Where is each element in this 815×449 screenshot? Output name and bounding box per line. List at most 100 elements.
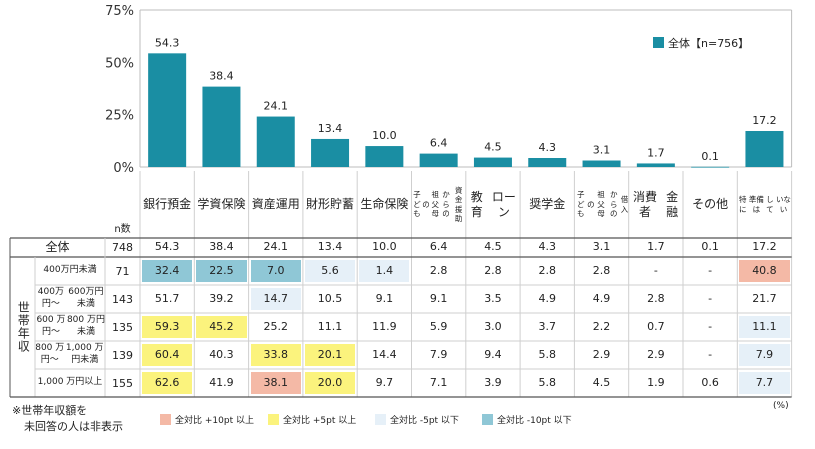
total-row-cell: 3.1 (592, 240, 611, 254)
bar-value-label: 54.3 (155, 36, 180, 49)
total-row-cell: 1.7 (647, 240, 665, 254)
table-cell: 4.9 (538, 291, 556, 305)
total-row-cell: 4.5 (484, 240, 502, 254)
table-cell: 5.8 (538, 375, 556, 389)
total-row-n: 748 (112, 241, 133, 254)
highlight-legend-swatch (268, 414, 279, 425)
total-row-cell: 0.1 (701, 240, 719, 254)
bar (148, 53, 187, 167)
column-header-line: その他 (692, 197, 729, 211)
bar (636, 163, 675, 167)
highlight-cell (142, 372, 193, 394)
table-cell: 22.5 (209, 263, 234, 277)
table-cell: - (653, 263, 658, 277)
table-cell: 2.2 (592, 319, 611, 333)
highlight-cell (739, 260, 790, 282)
column-header: 子どもの祖父母 からの 資金援助 (412, 171, 466, 238)
footnote-line: ※世帯年収額を (12, 404, 88, 417)
bar (473, 157, 512, 167)
column-header-line: 子ども (413, 190, 421, 219)
total-row-cell: 10.0 (372, 240, 397, 254)
highlight-legend-label: 全対比 +10pt 以上 (175, 416, 254, 426)
bar-value-label: 17.2 (752, 114, 777, 127)
highlight-cell (250, 372, 301, 394)
column-header-line: 運用 (275, 197, 300, 211)
column-header-line: 教育 (470, 189, 483, 219)
bar-value-label: 4.5 (484, 141, 502, 154)
table-cell: 20.1 (317, 347, 343, 361)
y-tick-label: 25% (105, 109, 134, 124)
table-cell: - (708, 347, 713, 361)
column-header-line: 消費者 (632, 189, 657, 219)
table-cell: 39.2 (209, 291, 234, 305)
table-cell: 9.4 (484, 347, 502, 361)
table-cell: 2.9 (592, 347, 611, 361)
footnote-line: 未回答の人は非表示 (24, 420, 123, 433)
row-label-line: 800 万円未満 (66, 315, 105, 337)
column-header-line: 貯蓄 (330, 197, 355, 211)
table-cell: 10.5 (317, 291, 343, 305)
column-header-line: 生命 (360, 197, 385, 211)
highlight-cell (250, 260, 301, 282)
total-row-label: 全体 (45, 239, 70, 254)
column-header-line: 資産 (251, 197, 276, 211)
column-header-line: 子ども (577, 190, 585, 219)
table-cell: 21.7 (752, 291, 777, 305)
highlight-cell (739, 316, 790, 338)
row-label: 800 万円～ 1,000 万円未満 (35, 341, 105, 369)
bar (528, 157, 567, 167)
table-cell: 0.7 (647, 319, 665, 333)
column-header-line: 資金援助 (454, 185, 463, 223)
table-cell: 7.9 (755, 347, 774, 361)
bar (365, 146, 404, 167)
row-label-line: 800 万円～ (35, 343, 65, 365)
table-cell: 3.9 (484, 375, 502, 389)
legend-label: 全体【n=756】 (668, 36, 749, 50)
row-label: 400万円 未満 (35, 257, 105, 285)
highlight-cell (739, 344, 790, 366)
table-cell: 2.8 (484, 263, 502, 277)
highlight-cell (304, 260, 356, 282)
column-header-line: 祖父母 (431, 190, 439, 219)
row-label-line: 1,000 万円以上 (37, 377, 103, 388)
table-cell: 60.4 (154, 347, 180, 361)
bar-value-label: 38.4 (209, 70, 234, 83)
table-cell: - (708, 291, 713, 305)
table-cell: 7.0 (266, 263, 285, 277)
table-cell: 14.7 (263, 291, 288, 305)
table-cell: 4.9 (592, 291, 611, 305)
table-cell: 9.1 (375, 291, 394, 305)
bar-value-label: 6.4 (430, 137, 448, 150)
row-label-line: 600万円未満 (68, 287, 104, 309)
row-n: 71 (115, 264, 130, 278)
column-header-line: からの (610, 190, 618, 219)
row-n: 155 (112, 376, 133, 390)
column-header-line: の (422, 199, 430, 209)
table-cell: 1.9 (647, 375, 665, 389)
bar (311, 138, 350, 167)
column-header-line: 借入 (620, 195, 629, 214)
table-cell: 45.2 (209, 319, 234, 333)
total-row-cell: 13.4 (317, 240, 343, 254)
bar (691, 166, 730, 168)
column-header: 子どもの祖父母 からの 借入 (574, 171, 628, 238)
table-cell: 25.2 (263, 319, 288, 333)
row-label: 600 万円～ 800 万円未満 (35, 313, 105, 341)
column-header-line: 保険 (384, 197, 409, 211)
column-header: 教育 ローン (466, 171, 520, 238)
bar (582, 160, 621, 167)
highlight-legend-swatch (482, 414, 493, 425)
bar-value-label: 0.1 (701, 150, 719, 163)
row-label-line: 400万円 (43, 265, 79, 276)
column-header-line: 金融 (666, 189, 679, 219)
total-row-cell: 4.3 (538, 240, 556, 254)
highlight-cell (304, 372, 356, 394)
column-header-line: 特に (738, 195, 747, 214)
highlight-cell (142, 344, 193, 366)
table-cell: 11.1 (752, 319, 777, 333)
table-cell: 2.8 (429, 263, 448, 277)
bar-value-label: 13.4 (318, 122, 343, 135)
highlight-legend-swatch (160, 414, 171, 425)
table-cell: 33.8 (263, 347, 288, 361)
